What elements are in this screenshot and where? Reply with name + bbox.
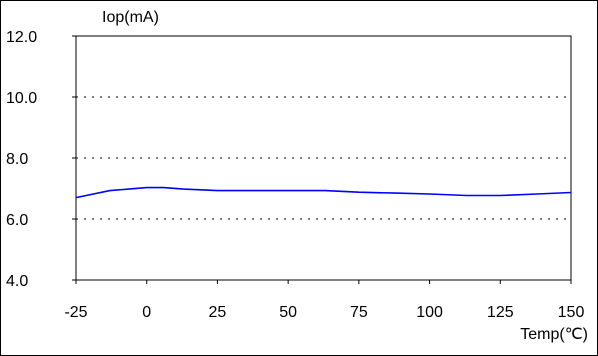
x-tick-label: 150 bbox=[558, 304, 585, 321]
x-tick-label: 50 bbox=[279, 304, 297, 321]
y-tick-label: 10.0 bbox=[6, 90, 37, 107]
x-axis-ticks: -25 0 25 50 75 100 125 150 bbox=[64, 280, 584, 321]
y-tick-label: 4.0 bbox=[6, 273, 28, 290]
series-line bbox=[75, 186, 572, 199]
y-axis-ticks: 4.0 6.0 8.0 10.0 12.0 bbox=[6, 29, 76, 290]
x-tick-label: 75 bbox=[350, 304, 368, 321]
x-tick-label: 100 bbox=[416, 304, 443, 321]
y-tick-label: 6.0 bbox=[6, 212, 28, 229]
y-axis-label: Iop(mA) bbox=[102, 9, 159, 26]
x-axis-label: Temp(℃) bbox=[520, 326, 588, 343]
x-tick-label: 0 bbox=[142, 304, 151, 321]
x-tick-label: 125 bbox=[487, 304, 514, 321]
x-tick-label: -25 bbox=[64, 304, 87, 321]
plot-area bbox=[75, 35, 572, 281]
series-group bbox=[75, 186, 572, 199]
y-tick-label: 8.0 bbox=[6, 151, 28, 168]
y-tick-label: 12.0 bbox=[6, 29, 37, 46]
x-tick-label: 25 bbox=[209, 304, 227, 321]
